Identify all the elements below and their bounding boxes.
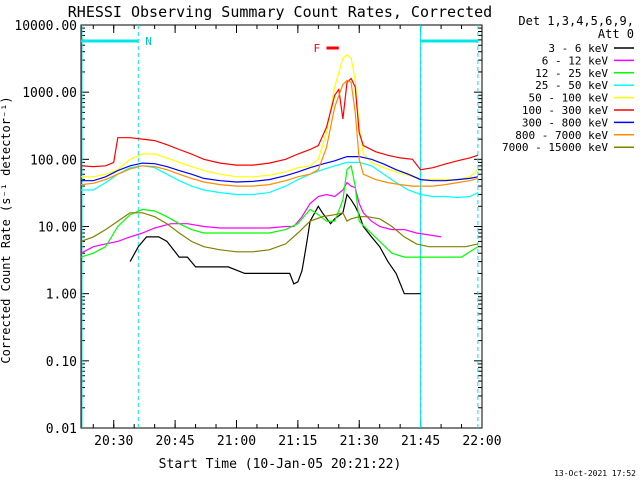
series-line-2 [81, 164, 479, 258]
y-tick-label: 10000.00 [14, 19, 77, 34]
y-tick-label: 0.01 [46, 422, 77, 437]
legend-entry-4: 50 - 100 keV [529, 92, 609, 105]
series-line-5 [81, 77, 479, 171]
legend-entry-2: 12 - 25 keV [535, 67, 608, 80]
legend-entry-8: 7000 - 15000 keV [502, 141, 608, 154]
legend-entry-5: 100 - 300 keV [522, 104, 608, 117]
x-tick-label: 22:00 [462, 434, 501, 449]
x-tick-label: 21:30 [340, 434, 379, 449]
y-tick-label: 10.00 [38, 221, 77, 236]
x-axis-label: Start Time (10-Jan-05 20:21:22) [159, 457, 402, 472]
series-line-4 [81, 54, 479, 181]
series-line-7 [81, 79, 479, 187]
series-line-6 [81, 156, 479, 183]
x-tick-label: 21:00 [217, 434, 256, 449]
legend-entry-6: 300 - 800 keV [522, 116, 608, 129]
plot-timestamp: 13-Oct-2021 17:52 [554, 469, 636, 478]
x-tick-label: 21:15 [278, 434, 317, 449]
y-tick-label: 1.00 [46, 288, 77, 303]
legend-entry-3: 25 - 50 keV [535, 79, 608, 92]
y-tick-label: 1000.00 [22, 86, 77, 101]
legend-header-attenuator: Att 0 [598, 27, 634, 41]
x-tick-label: 20:30 [94, 434, 133, 449]
plot-area: 0.01 0.10 1.00 10.00 100.00 1000.00 10000.00 20… [14, 19, 501, 449]
legend-header-detectors: Det 1,3,4,5,6,9, [518, 14, 634, 28]
y-axis-label: Corrected Count Rate (s⁻¹ detector⁻¹) [0, 96, 13, 363]
y-tick-label: 0.10 [46, 355, 77, 370]
legend-entry-7: 800 - 7000 keV [515, 129, 608, 142]
flare-label: F [314, 42, 321, 55]
series-line-8 [81, 212, 479, 253]
series-line-1 [81, 181, 442, 254]
x-tick-label: 21:45 [401, 434, 440, 449]
series-line-0 [129, 193, 421, 295]
chart-title: RHESSI Observing Summary Count Rates, Co… [68, 3, 492, 21]
legend-entry-0: 3 - 6 keV [548, 42, 608, 55]
x-tick-label: 20:45 [156, 434, 195, 449]
y-tick-label: 100.00 [30, 153, 77, 168]
legend-entry-1: 6 - 12 keV [542, 54, 609, 67]
night-label: N [145, 35, 152, 48]
